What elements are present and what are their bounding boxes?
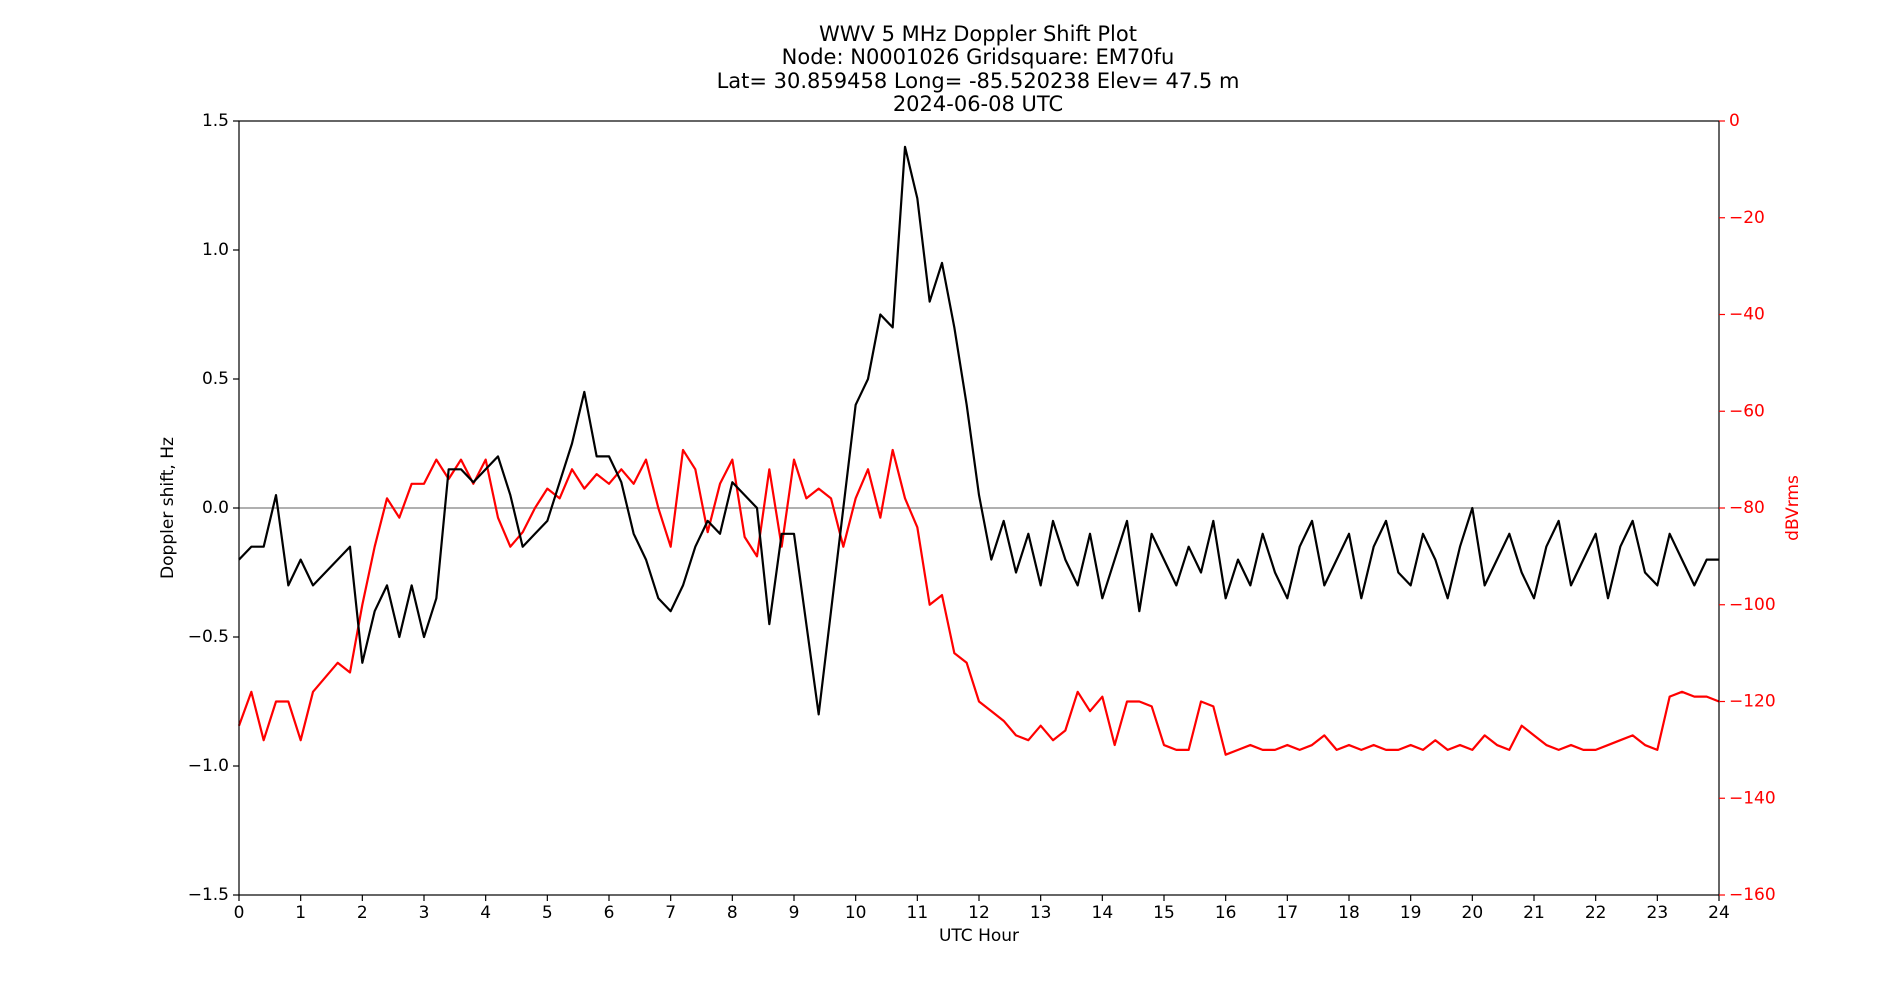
x-tick-label: 24 [1708,903,1730,923]
series-line [238,145,1719,716]
chart-title: Lat= 30.859458 Long= -85.520238 Elev= 47… [717,69,1240,93]
y-tick-label: −0.5 [188,627,229,647]
x-tick-label: 13 [1030,903,1052,923]
x-tick-label: 1 [295,903,306,923]
y2-tick-label: −120 [1729,692,1776,712]
y-tick-label: −1.5 [188,885,229,905]
x-tick-label: 10 [845,903,867,923]
y2-tick-label: −60 [1729,401,1765,421]
y-tick-label: −1.0 [188,756,229,776]
title-block: WWV 5 MHz Doppler Shift Plot Node: N0001… [717,22,1240,116]
x-axis-label: UTC Hour [939,926,1019,946]
y2-tick-label: −80 [1729,498,1765,518]
x-tick-label: 14 [1092,903,1114,923]
x-tick-label: 3 [419,903,430,923]
x-tick-label: 9 [789,903,800,923]
x-tick-label: 5 [542,903,553,923]
y2-tick-label: −160 [1729,885,1776,905]
x-tick-label: 22 [1585,903,1607,923]
y-tick-label: 1.0 [202,240,229,260]
y2-tick-label: −100 [1729,595,1776,615]
x-tick-label: 18 [1338,903,1360,923]
x-tick-label: 8 [727,903,738,923]
x-tick-label: 16 [1215,903,1237,923]
x-tick-label: 2 [357,903,368,923]
x-tick-label: 4 [480,903,491,923]
chart-title: 2024-06-08 UTC [893,92,1063,116]
y2-axis-label: dBVrms [1783,475,1803,541]
x-tick-label: 23 [1647,903,1669,923]
y2-tick-label: −20 [1729,208,1765,228]
y-tick-label: 0.0 [202,498,229,518]
y-tick-label: 0.5 [202,369,229,389]
x-tick-label: 21 [1523,903,1545,923]
x-tick-label: 7 [665,903,676,923]
series-line [237,448,1720,756]
y2-tick-label: −40 [1729,305,1765,325]
y2-tick-label: −140 [1729,788,1776,808]
x-tick-label: 0 [234,903,245,923]
x-tick-label: 19 [1400,903,1422,923]
x-tick-label: 20 [1462,903,1484,923]
x-tick-label: 11 [907,903,929,923]
chart-title: Node: N0001026 Gridsquare: EM70fu [782,45,1175,69]
x-tick-label: 6 [604,903,615,923]
x-tick-label: 15 [1153,903,1175,923]
y2-tick-label: 0 [1729,111,1740,131]
chart-title: WWV 5 MHz Doppler Shift Plot [819,22,1137,46]
x-tick-label: 12 [968,903,990,923]
y-axis-label: Doppler shift, Hz [158,437,178,579]
y-tick-label: 1.5 [202,111,229,131]
x-tick-label: 17 [1277,903,1299,923]
